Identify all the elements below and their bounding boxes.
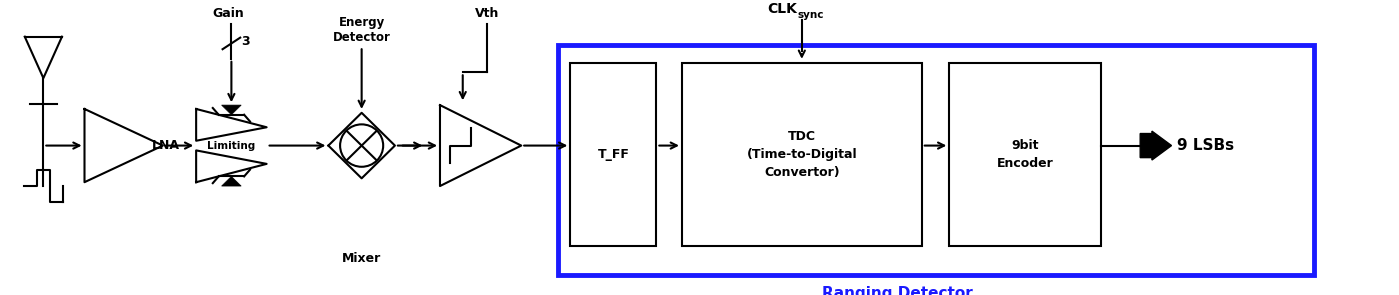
Polygon shape xyxy=(196,109,267,141)
Text: 9 LSBs: 9 LSBs xyxy=(1178,138,1234,153)
Text: Mixer: Mixer xyxy=(341,252,382,265)
Polygon shape xyxy=(84,109,162,182)
Text: Vth: Vth xyxy=(476,7,499,20)
Text: 3: 3 xyxy=(241,35,250,48)
Bar xyxy=(557,45,1314,275)
Text: sync: sync xyxy=(797,10,824,20)
Text: Energy
Detector: Energy Detector xyxy=(333,16,390,44)
Text: T_FF: T_FF xyxy=(597,148,630,161)
Text: Ranging Detector: Ranging Detector xyxy=(823,286,974,295)
Polygon shape xyxy=(221,176,241,186)
FancyArrow shape xyxy=(1140,131,1171,160)
Text: Limiting: Limiting xyxy=(207,141,256,150)
Text: LNA: LNA xyxy=(152,139,180,152)
Text: TDC
(Time-to-Digital
Convertor): TDC (Time-to-Digital Convertor) xyxy=(747,130,858,179)
Polygon shape xyxy=(439,105,522,186)
Text: 9bit
Encoder: 9bit Encoder xyxy=(996,139,1053,170)
Polygon shape xyxy=(196,150,267,182)
Text: Gain: Gain xyxy=(213,7,245,20)
Bar xyxy=(949,63,1101,246)
Bar xyxy=(571,63,656,246)
Text: CLK: CLK xyxy=(767,2,797,17)
Bar xyxy=(681,63,922,246)
Polygon shape xyxy=(221,105,241,115)
